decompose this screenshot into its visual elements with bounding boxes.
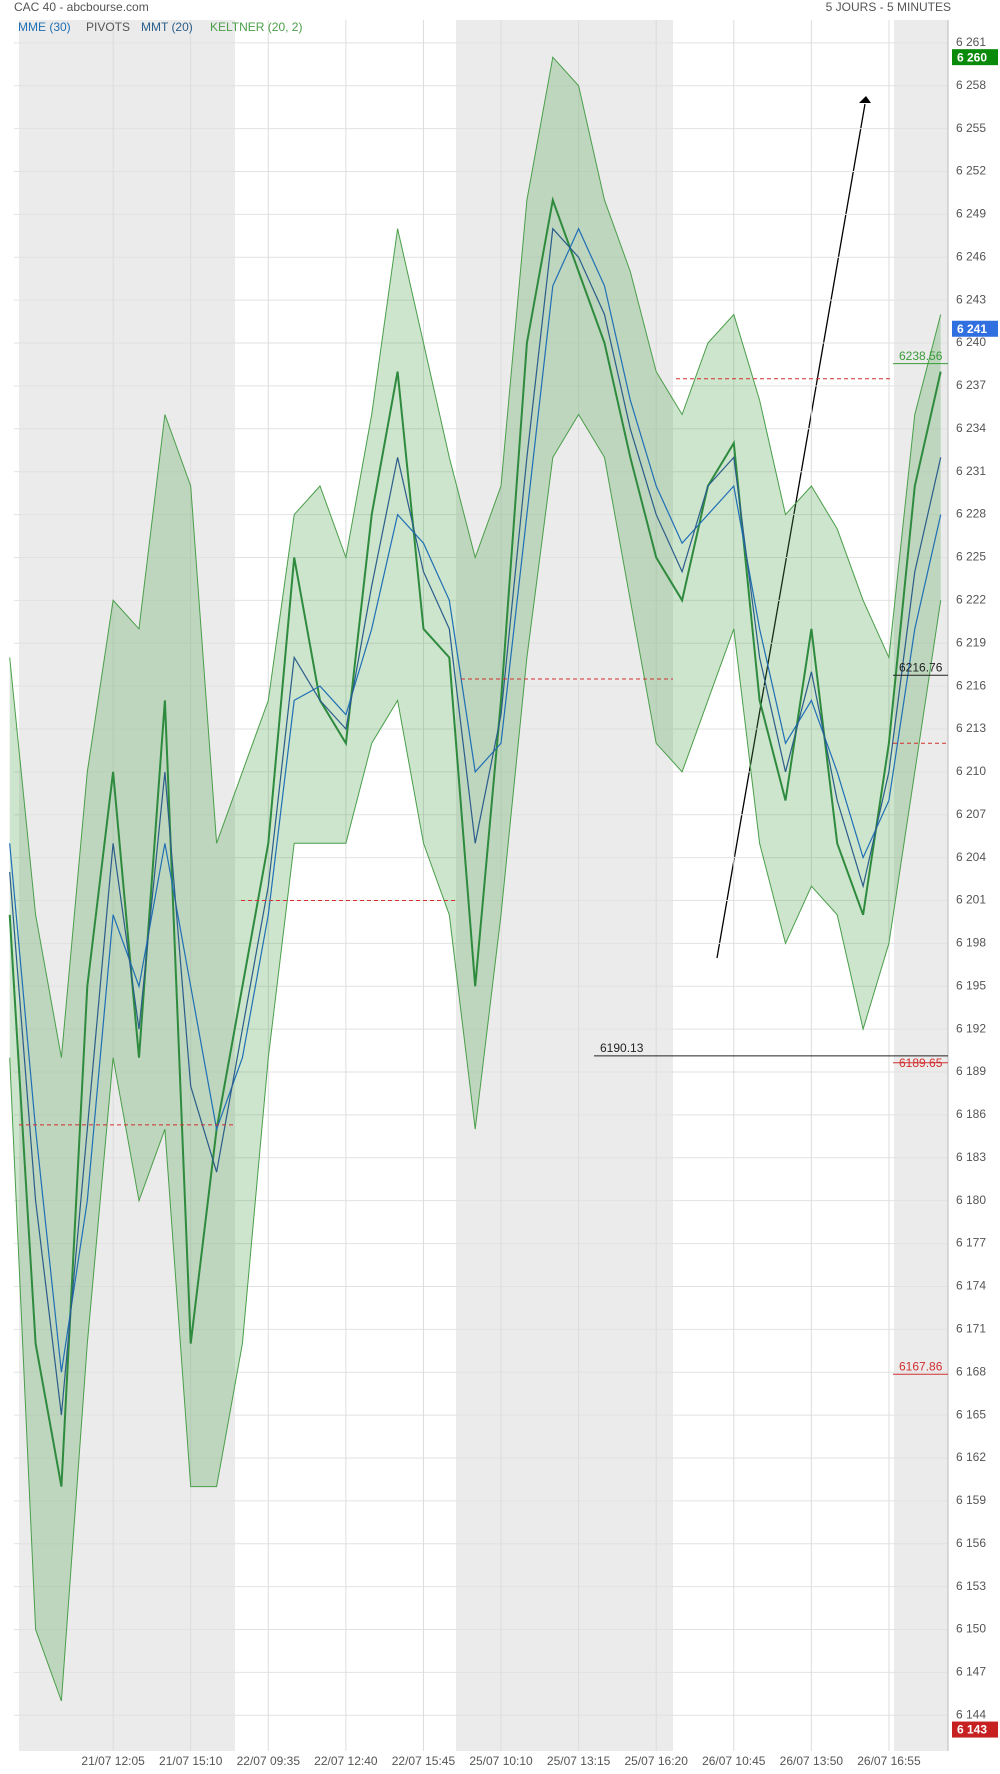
session-band [456,20,673,1751]
legend-entry: MME (30) [18,20,71,34]
y-tick-label: 6 186 [956,1107,986,1121]
y-tick-label: 6 213 [956,721,986,735]
trend-arrow [716,103,866,959]
y-tick-label: 6 180 [956,1193,986,1207]
y-tick-label: 6 201 [956,893,986,907]
keltner-lower [9,413,942,1702]
x-tick-label: 25/07 13:15 [547,1754,611,1768]
y-tick-label: 6 207 [956,807,986,821]
y-tick-label: 6 162 [956,1450,986,1464]
y-tick-label: 6 243 [956,292,986,306]
keltner-upper [9,56,942,1058]
y-tick-label: 6 150 [956,1622,986,1636]
y-tick-label: 6 204 [956,850,986,864]
y-tick-label: 6 258 [956,78,986,92]
price-line [8,196,942,1487]
y-tick-label: 6 153 [956,1579,986,1593]
arrow-head [859,96,871,103]
y-tick-label: 6 165 [956,1407,986,1421]
price-level-label: 6216.76 [899,660,943,674]
moving-average [9,227,942,1416]
y-tick-label: 6 246 [956,249,986,263]
y-tick-label: 6 189 [956,1064,986,1078]
price-badge [952,320,998,337]
y-tick-label: 6 159 [956,1493,986,1507]
session-shading [19,20,948,1751]
price-badge-label: 6 241 [957,322,987,336]
chart-subtitle: 5 JOURS - 5 MINUTES [826,0,951,14]
legend-entry: MMT (20) [141,20,193,34]
y-tick-label: 6 174 [956,1279,986,1293]
y-tick-label: 6 216 [956,678,986,692]
y-tick-label: 6 144 [956,1707,986,1721]
x-tick-label: 25/07 16:20 [624,1754,688,1768]
price-level-label: 6167.86 [899,1359,943,1373]
y-tick-label: 6 249 [956,207,986,221]
x-tick-label: 21/07 12:05 [81,1754,145,1768]
x-tick-label: 25/07 10:10 [469,1754,533,1768]
legend-entry: PIVOTS [86,20,130,34]
x-tick-label: 26/07 13:50 [780,1754,844,1768]
y-tick-label: 6 225 [956,550,986,564]
y-tick-label: 6 252 [956,164,986,178]
y-tick-label: 6 222 [956,593,986,607]
price-level-label: 6189.65 [899,1056,943,1070]
price-badge-label: 6 260 [957,50,987,64]
y-tick-label: 6 147 [956,1665,986,1679]
y-tick-label: 6 195 [956,978,986,992]
y-tick-label: 6 198 [956,936,986,950]
y-tick-label: 6 261 [956,35,986,49]
y-tick-label: 6 219 [956,635,986,649]
y-tick-label: 6 210 [956,764,986,778]
x-tick-label: 22/07 12:40 [314,1754,378,1768]
y-tick-label: 6 168 [956,1364,986,1378]
x-tick-label: 22/07 15:45 [392,1754,456,1768]
y-tick-label: 6 255 [956,121,986,135]
keltner-band [9,57,941,1702]
price-badge [952,49,998,66]
x-tick-label: 21/07 15:10 [159,1754,223,1768]
y-tick-label: 6 234 [956,421,986,435]
y-tick-label: 6 192 [956,1021,986,1035]
y-tick-label: 6 156 [956,1536,986,1550]
y-tick-label: 6 171 [956,1321,986,1335]
chart-title: CAC 40 - abcbourse.com [14,0,149,14]
session-band [894,20,948,1751]
price-level-label: 6190.13 [600,1041,644,1055]
x-tick-label: 26/07 10:45 [702,1754,766,1768]
price-badge [952,1721,998,1738]
session-band [19,20,235,1751]
y-tick-label: 6 177 [956,1236,986,1250]
y-tick-label: 6 228 [956,507,986,521]
y-tick-label: 6 183 [956,1150,986,1164]
price-level-label: 6238.56 [899,349,943,363]
y-tick-label: 6 237 [956,378,986,392]
x-tick-label: 26/07 16:55 [857,1754,921,1768]
price-badge-label: 6 143 [957,1723,987,1737]
x-tick-label: 22/07 09:35 [237,1754,301,1768]
y-tick-label: 6 231 [956,464,986,478]
y-tick-label: 6 240 [956,335,986,349]
moving-average [9,227,942,1373]
legend-entry: KELTNER (20, 2) [210,20,302,34]
